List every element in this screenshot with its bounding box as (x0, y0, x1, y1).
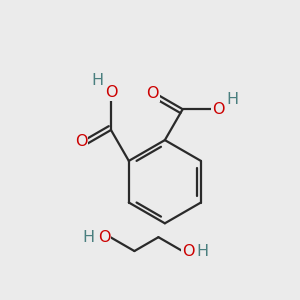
Text: H: H (226, 92, 238, 107)
Text: O: O (146, 86, 159, 101)
Text: O: O (182, 244, 195, 259)
Text: O: O (75, 134, 87, 149)
Text: H: H (196, 244, 208, 259)
Text: H: H (82, 230, 94, 245)
Text: O: O (98, 230, 111, 245)
Text: O: O (212, 102, 225, 117)
Text: O: O (105, 85, 117, 100)
Text: H: H (91, 73, 103, 88)
